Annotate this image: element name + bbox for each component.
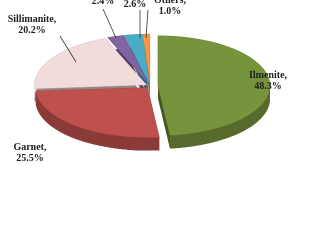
data-label: 2.4% [92,0,115,7]
label-value: 48.3% [254,81,282,92]
label-value: 1.0% [159,6,182,17]
data-label: 2.6% [124,0,147,10]
data-label: Others, 1.0% [154,0,186,17]
label-name: Sillimanite, [8,14,57,25]
label-value: 2.4% [92,0,115,7]
slice [123,33,150,85]
label-value: 2.6% [124,0,147,10]
label-name: Garnet, [13,142,47,153]
data-label: Garnet, 25.5% [13,142,47,164]
label-name: Ilmenite, [249,70,288,81]
label-name: Others, [154,0,186,6]
label-value: 20.2% [18,25,46,36]
slice-side [169,85,270,149]
slice [34,38,148,89]
chart: Ilmenite, 48.3% Garnet, 25.5% Sillimanite, 20… [8,0,288,164]
label-value: 25.5% [16,153,44,164]
leader-line [102,8,117,39]
data-label: Ilmenite, 48.3% [249,70,288,92]
slice-side [35,91,160,151]
leader-line [59,35,77,63]
slice [157,35,271,136]
slice [35,87,160,138]
data-label: Sillimanite, 20.2% [8,14,57,36]
leader-line [145,9,149,39]
